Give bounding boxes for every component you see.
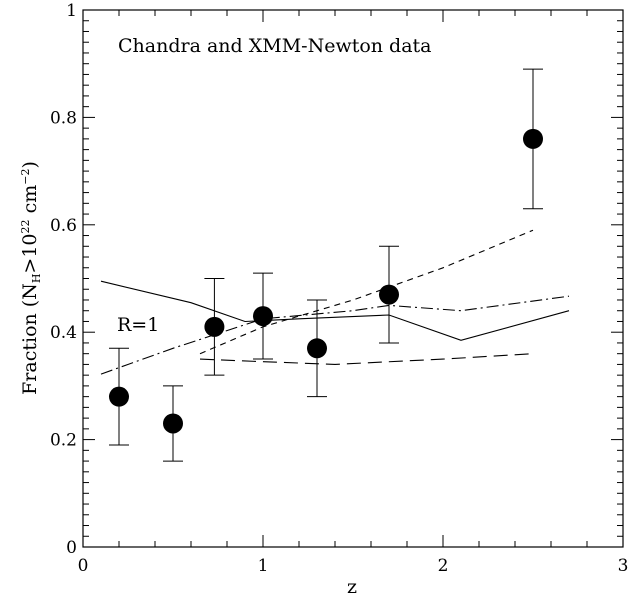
y-tick-label: 0.6 xyxy=(50,216,77,236)
curve-dash-dot xyxy=(100,295,570,375)
y-tick-label: 0.2 xyxy=(50,431,77,451)
y-tick-label: 0.4 xyxy=(50,323,77,343)
x-tick-label: 3 xyxy=(618,556,629,576)
data-point xyxy=(163,413,183,434)
data-point xyxy=(307,338,327,359)
plot-frame xyxy=(82,9,624,548)
y-tick-label: 0 xyxy=(66,538,77,558)
x-tick-label: 0 xyxy=(78,556,89,576)
curve-short-dash xyxy=(199,229,534,355)
x-tick-label: 2 xyxy=(438,556,449,576)
x-axis-label: z xyxy=(347,576,357,598)
x-tick-label: 1 xyxy=(258,556,269,576)
y-tick-label: 1 xyxy=(66,1,77,21)
y-tick-label: 0.8 xyxy=(50,108,77,128)
data-point xyxy=(109,386,129,407)
data-point xyxy=(253,306,273,327)
annotation-r1: R=1 xyxy=(117,314,159,336)
data-point xyxy=(379,284,399,305)
chart-title: Chandra and XMM-Newton data xyxy=(118,35,432,57)
data-point xyxy=(204,316,225,337)
data-point xyxy=(523,128,543,149)
curve-long-dash xyxy=(199,353,534,365)
curve-solid xyxy=(100,280,570,341)
y-axis-label: Fraction (NH>1022 cm−2) xyxy=(19,161,43,395)
